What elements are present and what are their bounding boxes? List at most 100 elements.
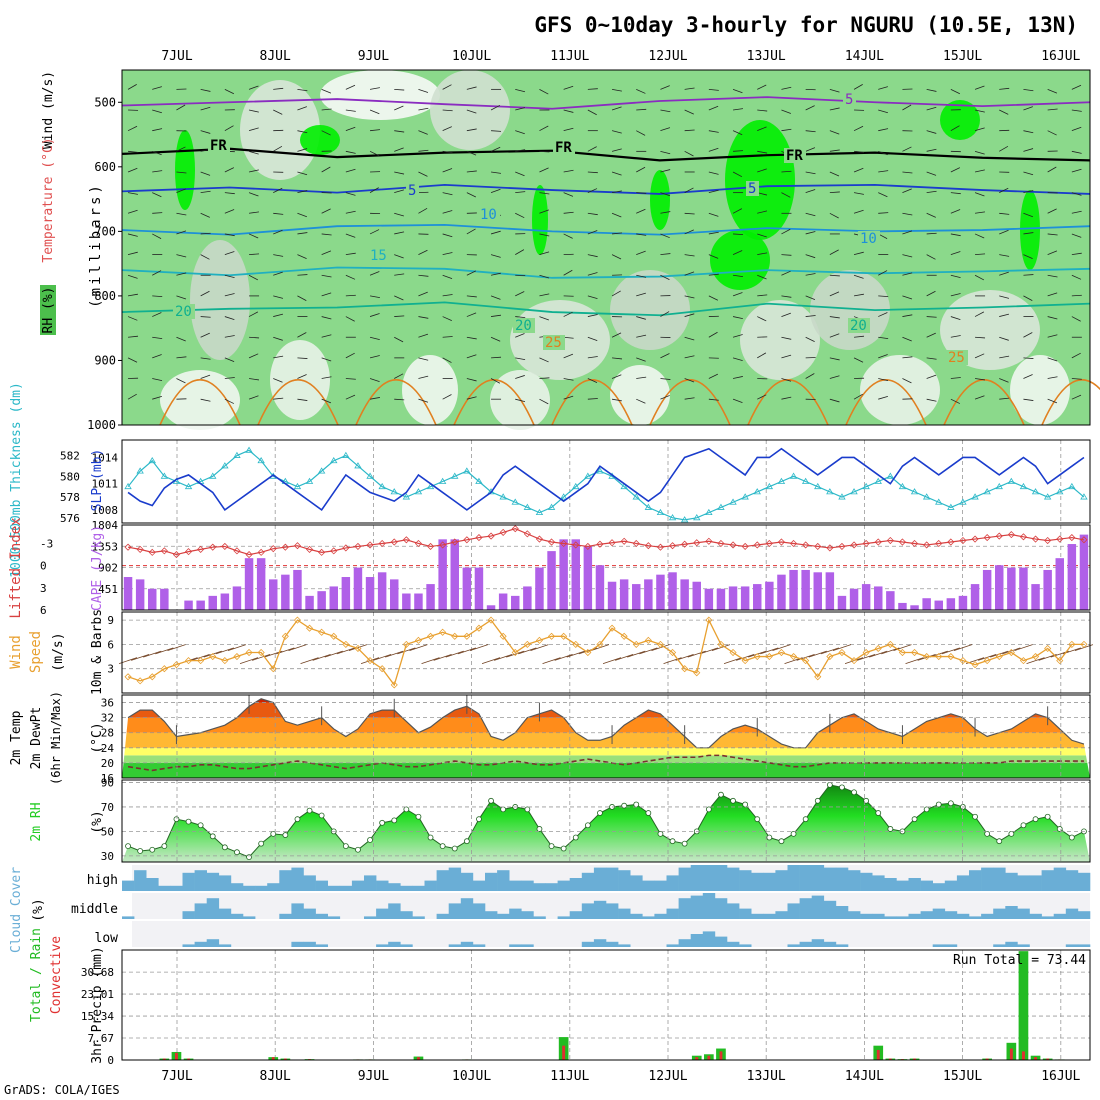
date-tick-label: 11JUL (550, 49, 589, 64)
wind-barb (321, 292, 332, 297)
wind-barb (974, 192, 985, 197)
lifted-index-point (898, 538, 907, 546)
cloud-bar (509, 880, 522, 891)
wind-barb (1023, 190, 1034, 194)
wind-speed-point (705, 616, 713, 624)
surface-wind-barb (373, 653, 392, 661)
wind-barb (805, 147, 816, 152)
lifted-index-point (668, 542, 677, 550)
lifted-index-point (475, 533, 483, 542)
lifted-index-point (959, 536, 967, 545)
wind-barb (369, 187, 379, 193)
lifted-index-point (656, 543, 665, 551)
wind-barb (273, 212, 284, 215)
wind-barb (805, 130, 816, 133)
cloud-bar (872, 875, 885, 891)
wind-barb (684, 229, 694, 235)
wind-barb (708, 147, 719, 152)
cloud-bar (460, 872, 474, 891)
wind-barb (805, 373, 815, 379)
wind-barb (248, 274, 259, 281)
cloud-bar (969, 870, 982, 891)
temp-tick-label: 32 (101, 712, 114, 725)
cloud-bar (533, 883, 546, 891)
wind-barb (926, 212, 936, 218)
pressure-tick-label: 500 (94, 95, 116, 109)
wind-barb (1023, 88, 1034, 92)
isotherm-label-bg (746, 181, 759, 196)
wind-barb (660, 169, 671, 173)
isotherm-label-bg (406, 183, 419, 198)
wind-barb (563, 233, 573, 239)
wind-barb (732, 171, 743, 178)
wind-barb (224, 125, 234, 132)
thickness-point (475, 477, 483, 484)
cape-bar (1043, 569, 1052, 610)
wind-barb (539, 398, 549, 405)
wind-barb (587, 109, 597, 116)
wind-barb (805, 254, 816, 259)
wind-barb (999, 229, 1009, 235)
isotherm-label: 20 (175, 304, 192, 320)
surface-wind-barb (566, 650, 585, 658)
wind-barb (321, 208, 331, 214)
rh-tick-label: 50 (101, 825, 114, 838)
wind-barb (684, 313, 695, 317)
surface-wind-barb (699, 647, 718, 655)
temp-tick-label: 24 (101, 742, 115, 755)
lifted-index-point (1080, 536, 1088, 544)
cloud-bar (1077, 872, 1091, 891)
rh2m-axis-label: (%) (90, 810, 105, 833)
wind-barb (587, 212, 598, 216)
wind-barb (176, 212, 187, 216)
rh-shade (160, 370, 240, 430)
lifted-index-point (608, 539, 616, 547)
cloud-bar (472, 944, 486, 947)
wind-barb (563, 192, 574, 197)
wind-barb (1023, 295, 1033, 301)
wind-axis-label: (m/s) (51, 632, 66, 671)
wind-barb (345, 233, 356, 238)
rh2m-point (657, 830, 664, 837)
wind-barb (829, 333, 840, 338)
thickness-point (330, 456, 338, 464)
wind-barb (636, 130, 646, 136)
cape-bar (1079, 534, 1089, 610)
wind-barb (636, 233, 647, 236)
cape-bar (244, 558, 254, 610)
lifted-index-point (378, 539, 386, 548)
surface-wind-barb (143, 650, 162, 658)
wind-barb (442, 394, 452, 400)
cape-bar (619, 579, 629, 610)
wind-speed-point (862, 648, 870, 657)
wind-barb (563, 85, 574, 90)
cloud-bar (727, 867, 740, 891)
wind-barb (466, 336, 477, 340)
cape-tick-label: 1804 (92, 519, 119, 532)
isotherm-label: FR (786, 148, 803, 164)
rh2m-axis-label: 2m RH (29, 802, 44, 841)
wind-speed-point (293, 616, 302, 624)
precip-conv-bar (416, 1057, 420, 1060)
isotherm-label-bg (478, 207, 500, 222)
wind-barb (974, 109, 985, 113)
cloud-cover-panel: high middle low Cloud Cover (%) (9, 865, 1091, 953)
surface-wind-barb (808, 650, 827, 658)
wind-speed-point (983, 657, 991, 665)
lifted-index-point (221, 542, 229, 551)
wind-barb (273, 355, 284, 359)
wind-speed-point (802, 657, 810, 665)
wind-barb (442, 233, 453, 238)
wind-barb (176, 272, 187, 276)
cloud-bar (279, 870, 292, 891)
rh2m-point (197, 822, 204, 829)
wind-barb (1023, 374, 1033, 379)
lifted-index-point (245, 550, 253, 559)
wind-barb (273, 109, 283, 115)
wind-barb (974, 150, 985, 155)
wind-barb (345, 210, 356, 214)
wind-barb (950, 89, 961, 95)
wind-barb (273, 254, 284, 257)
rh2m-point (173, 816, 180, 823)
wind-barb (321, 274, 332, 278)
